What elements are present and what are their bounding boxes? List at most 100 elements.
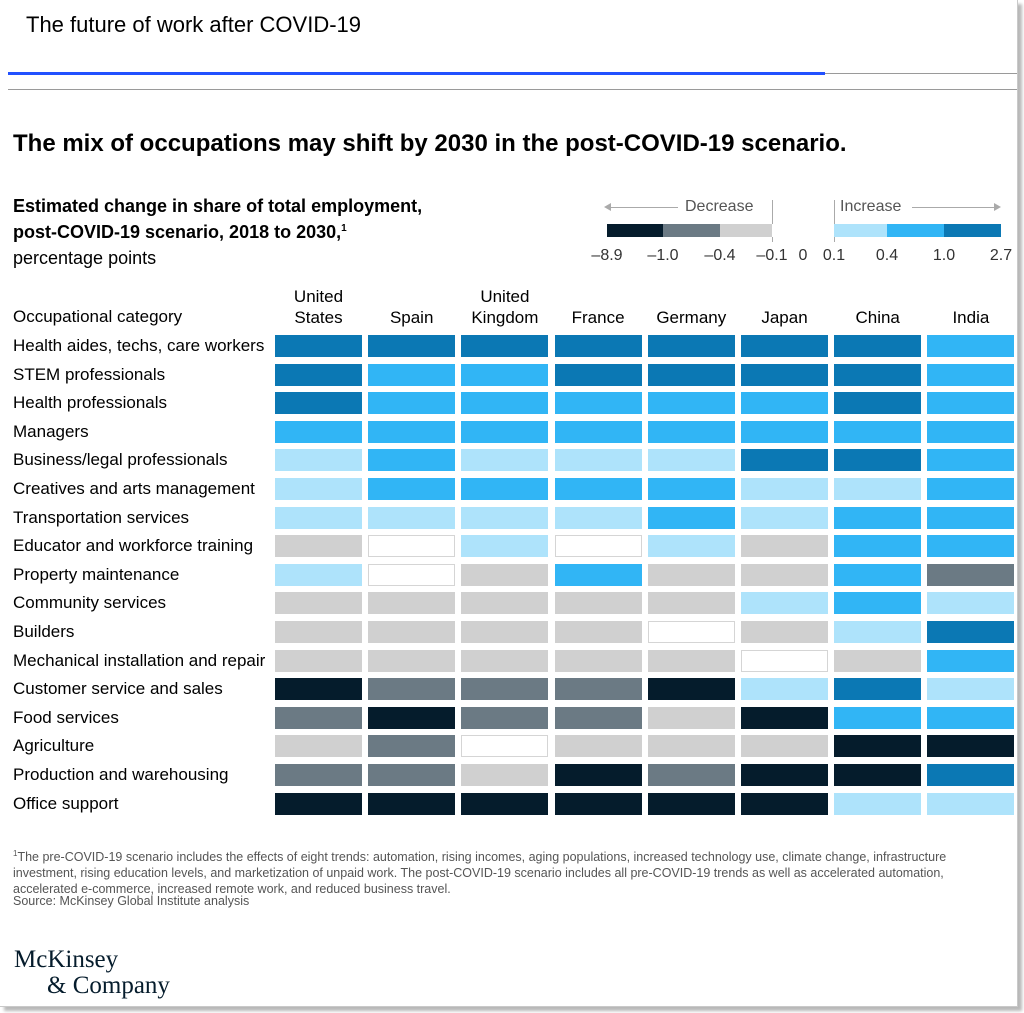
heatmap-cell xyxy=(834,621,922,643)
heatmap-cell xyxy=(461,649,549,672)
divider-rule xyxy=(8,89,1017,90)
row-label: Business/legal professionals xyxy=(13,450,228,470)
legend-tick-label: –8.9 xyxy=(591,247,623,264)
heatmap-cell xyxy=(927,764,1015,786)
heatmap-cell xyxy=(275,592,362,615)
heatmap-cell xyxy=(554,335,642,357)
heatmap-cell xyxy=(927,735,1015,758)
row-label: Health professionals xyxy=(13,393,168,413)
heatmap-cell xyxy=(834,420,922,443)
heatmap-cell xyxy=(275,506,362,529)
heatmap-cell xyxy=(647,420,735,443)
heatmap-cell xyxy=(834,792,922,815)
row-label: Office support xyxy=(13,793,119,813)
heatmap-cell xyxy=(647,649,735,672)
row-label: Customer service and sales xyxy=(13,679,223,699)
heatmap-cell xyxy=(368,363,456,386)
heatmap-cell xyxy=(741,449,828,472)
heatmap-cell xyxy=(461,420,549,443)
decrease-arrow-line xyxy=(610,207,678,208)
row-label: Community services xyxy=(13,593,167,613)
heatmap-cell xyxy=(741,478,828,500)
subtitle-footnote-mark: 1 xyxy=(341,223,347,234)
heatmap-cell xyxy=(834,592,922,615)
heatmap-cell xyxy=(275,621,362,643)
chart-subtitle-line1: Estimated change in share of total emplo… xyxy=(13,196,423,216)
heatmap-cell xyxy=(461,706,549,729)
heatmap-cell xyxy=(834,363,922,386)
row-label: Food services xyxy=(13,707,119,727)
heatmap-cell xyxy=(647,706,735,729)
heatmap-cell xyxy=(461,478,549,500)
row-label: Transportation services xyxy=(13,507,190,527)
heatmap-cell xyxy=(834,535,922,558)
heatmap-cell xyxy=(927,335,1015,357)
heatmap-cell xyxy=(834,678,922,701)
page-title: The future of work after COVID-19 xyxy=(26,12,362,37)
heatmap-cell xyxy=(275,792,362,815)
legend-range-tick xyxy=(834,200,835,242)
heatmap-cell xyxy=(275,764,362,786)
legend-tick-label: 0 xyxy=(798,247,808,264)
heatmap-cell xyxy=(368,621,456,643)
legend-tick-label: –1.0 xyxy=(647,247,679,264)
heatmap-cell xyxy=(461,735,549,758)
heatmap-cell xyxy=(554,449,642,472)
heatmap-cell xyxy=(275,363,362,386)
heatmap-cell xyxy=(834,506,922,529)
heatmap-cell xyxy=(275,735,362,758)
heatmap-cell xyxy=(275,706,362,729)
row-label: Builders xyxy=(13,622,75,641)
footnote-text: The pre-COVID-19 scenario includes the e… xyxy=(13,850,947,897)
heatmap-cell xyxy=(927,449,1015,472)
heatmap-cell xyxy=(554,506,642,529)
legend-swatch xyxy=(887,224,944,237)
heatmap-cell xyxy=(461,792,549,815)
header-accent-rule xyxy=(8,72,825,75)
chart-units: percentage points xyxy=(13,248,157,268)
heatmap-cell xyxy=(834,392,922,415)
heatmap-cell xyxy=(461,678,549,701)
column-header: United States xyxy=(293,287,344,327)
increase-arrow-line xyxy=(912,207,994,208)
heatmap-cell xyxy=(554,392,642,415)
heatmap-cell xyxy=(461,621,549,643)
heatmap-cell xyxy=(275,535,362,558)
row-header: Occupational category xyxy=(13,307,183,326)
legend-decrease-label: Decrease xyxy=(685,198,754,215)
column-header: United Kingdom xyxy=(471,287,539,327)
legend-swatch xyxy=(607,224,663,237)
heatmap-cell xyxy=(554,649,642,672)
heatmap-cell xyxy=(554,478,642,500)
legend-swatch xyxy=(834,224,887,237)
heatmap-cell xyxy=(368,649,456,672)
heatmap-cell xyxy=(927,478,1015,500)
legend-tick-label: 1.0 xyxy=(932,247,956,264)
heatmap-cell xyxy=(647,535,735,558)
heatmap-cell xyxy=(741,506,828,529)
legend-swatch xyxy=(944,224,1001,237)
heatmap-cell xyxy=(554,563,642,586)
heatmap-cell xyxy=(368,678,456,701)
row-label: Mechanical installation and repair xyxy=(13,650,266,670)
heatmap-cell xyxy=(927,563,1015,586)
heatmap-cell xyxy=(741,621,828,643)
legend-swatch xyxy=(663,224,720,237)
chart-subtitle-line2: post-COVID-19 scenario, 2018 to 2030,1 xyxy=(13,222,347,243)
heatmap-cell xyxy=(554,792,642,815)
heatmap-cell xyxy=(647,592,735,615)
heatmap-cell xyxy=(554,592,642,615)
heatmap-cell xyxy=(741,592,828,615)
row-label: Creatives and arts management xyxy=(13,479,255,498)
heatmap-cell xyxy=(927,678,1015,701)
row-label: Managers xyxy=(13,421,89,441)
heatmap-cell xyxy=(275,420,362,443)
heatmap-cell xyxy=(647,449,735,472)
heatmap-cell xyxy=(554,706,642,729)
footnote-mark: 1 xyxy=(13,849,18,858)
heatmap-cell xyxy=(368,449,456,472)
heatmap-cell xyxy=(275,449,362,472)
heatmap-cell xyxy=(927,621,1015,643)
column-header: India xyxy=(952,308,990,327)
heatmap-cell xyxy=(554,420,642,443)
